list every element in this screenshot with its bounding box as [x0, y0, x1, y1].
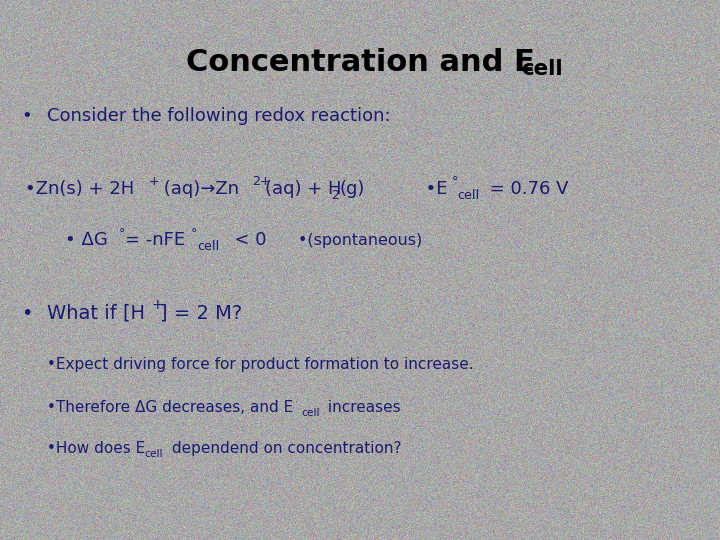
Text: °: °: [191, 227, 197, 240]
Text: cell: cell: [144, 449, 163, 458]
Text: • ΔG: • ΔG: [65, 231, 107, 249]
Text: •Therefore ΔG decreases, and E: •Therefore ΔG decreases, and E: [47, 400, 293, 415]
Text: •How does E: •How does E: [47, 441, 145, 456]
Text: °: °: [451, 176, 458, 188]
Text: cell: cell: [301, 408, 320, 418]
Text: 2: 2: [331, 189, 339, 202]
Text: •: •: [22, 303, 33, 323]
Text: °: °: [119, 227, 125, 240]
Text: (g): (g): [340, 180, 365, 198]
Text: dependend on concentration?: dependend on concentration?: [167, 441, 402, 456]
Text: = -nFE: = -nFE: [125, 231, 185, 249]
Text: increases: increases: [323, 400, 400, 415]
Text: (aq) + H: (aq) + H: [265, 180, 341, 198]
Text: Concentration and E: Concentration and E: [186, 48, 534, 77]
Text: Consider the following redox reaction:: Consider the following redox reaction:: [47, 107, 390, 125]
Text: +: +: [149, 176, 160, 188]
Text: ] = 2 M?: ] = 2 M?: [160, 303, 242, 323]
Text: cell: cell: [197, 240, 220, 253]
Text: •Expect driving force for product formation to increase.: •Expect driving force for product format…: [47, 357, 474, 372]
Text: cell: cell: [521, 58, 563, 78]
Text: •: •: [22, 107, 32, 125]
Text: •E: •E: [414, 180, 448, 198]
Text: What if [H: What if [H: [47, 303, 145, 323]
Text: •Zn(s) + 2H: •Zn(s) + 2H: [25, 180, 135, 198]
Text: •(spontaneous): •(spontaneous): [288, 233, 422, 248]
Text: (aq)→Zn: (aq)→Zn: [158, 180, 239, 198]
Text: = 0.76 V: = 0.76 V: [484, 180, 568, 198]
Text: 2+: 2+: [252, 176, 271, 188]
Text: +: +: [151, 299, 163, 313]
Text: < 0: < 0: [223, 231, 266, 249]
Text: cell: cell: [457, 189, 480, 202]
